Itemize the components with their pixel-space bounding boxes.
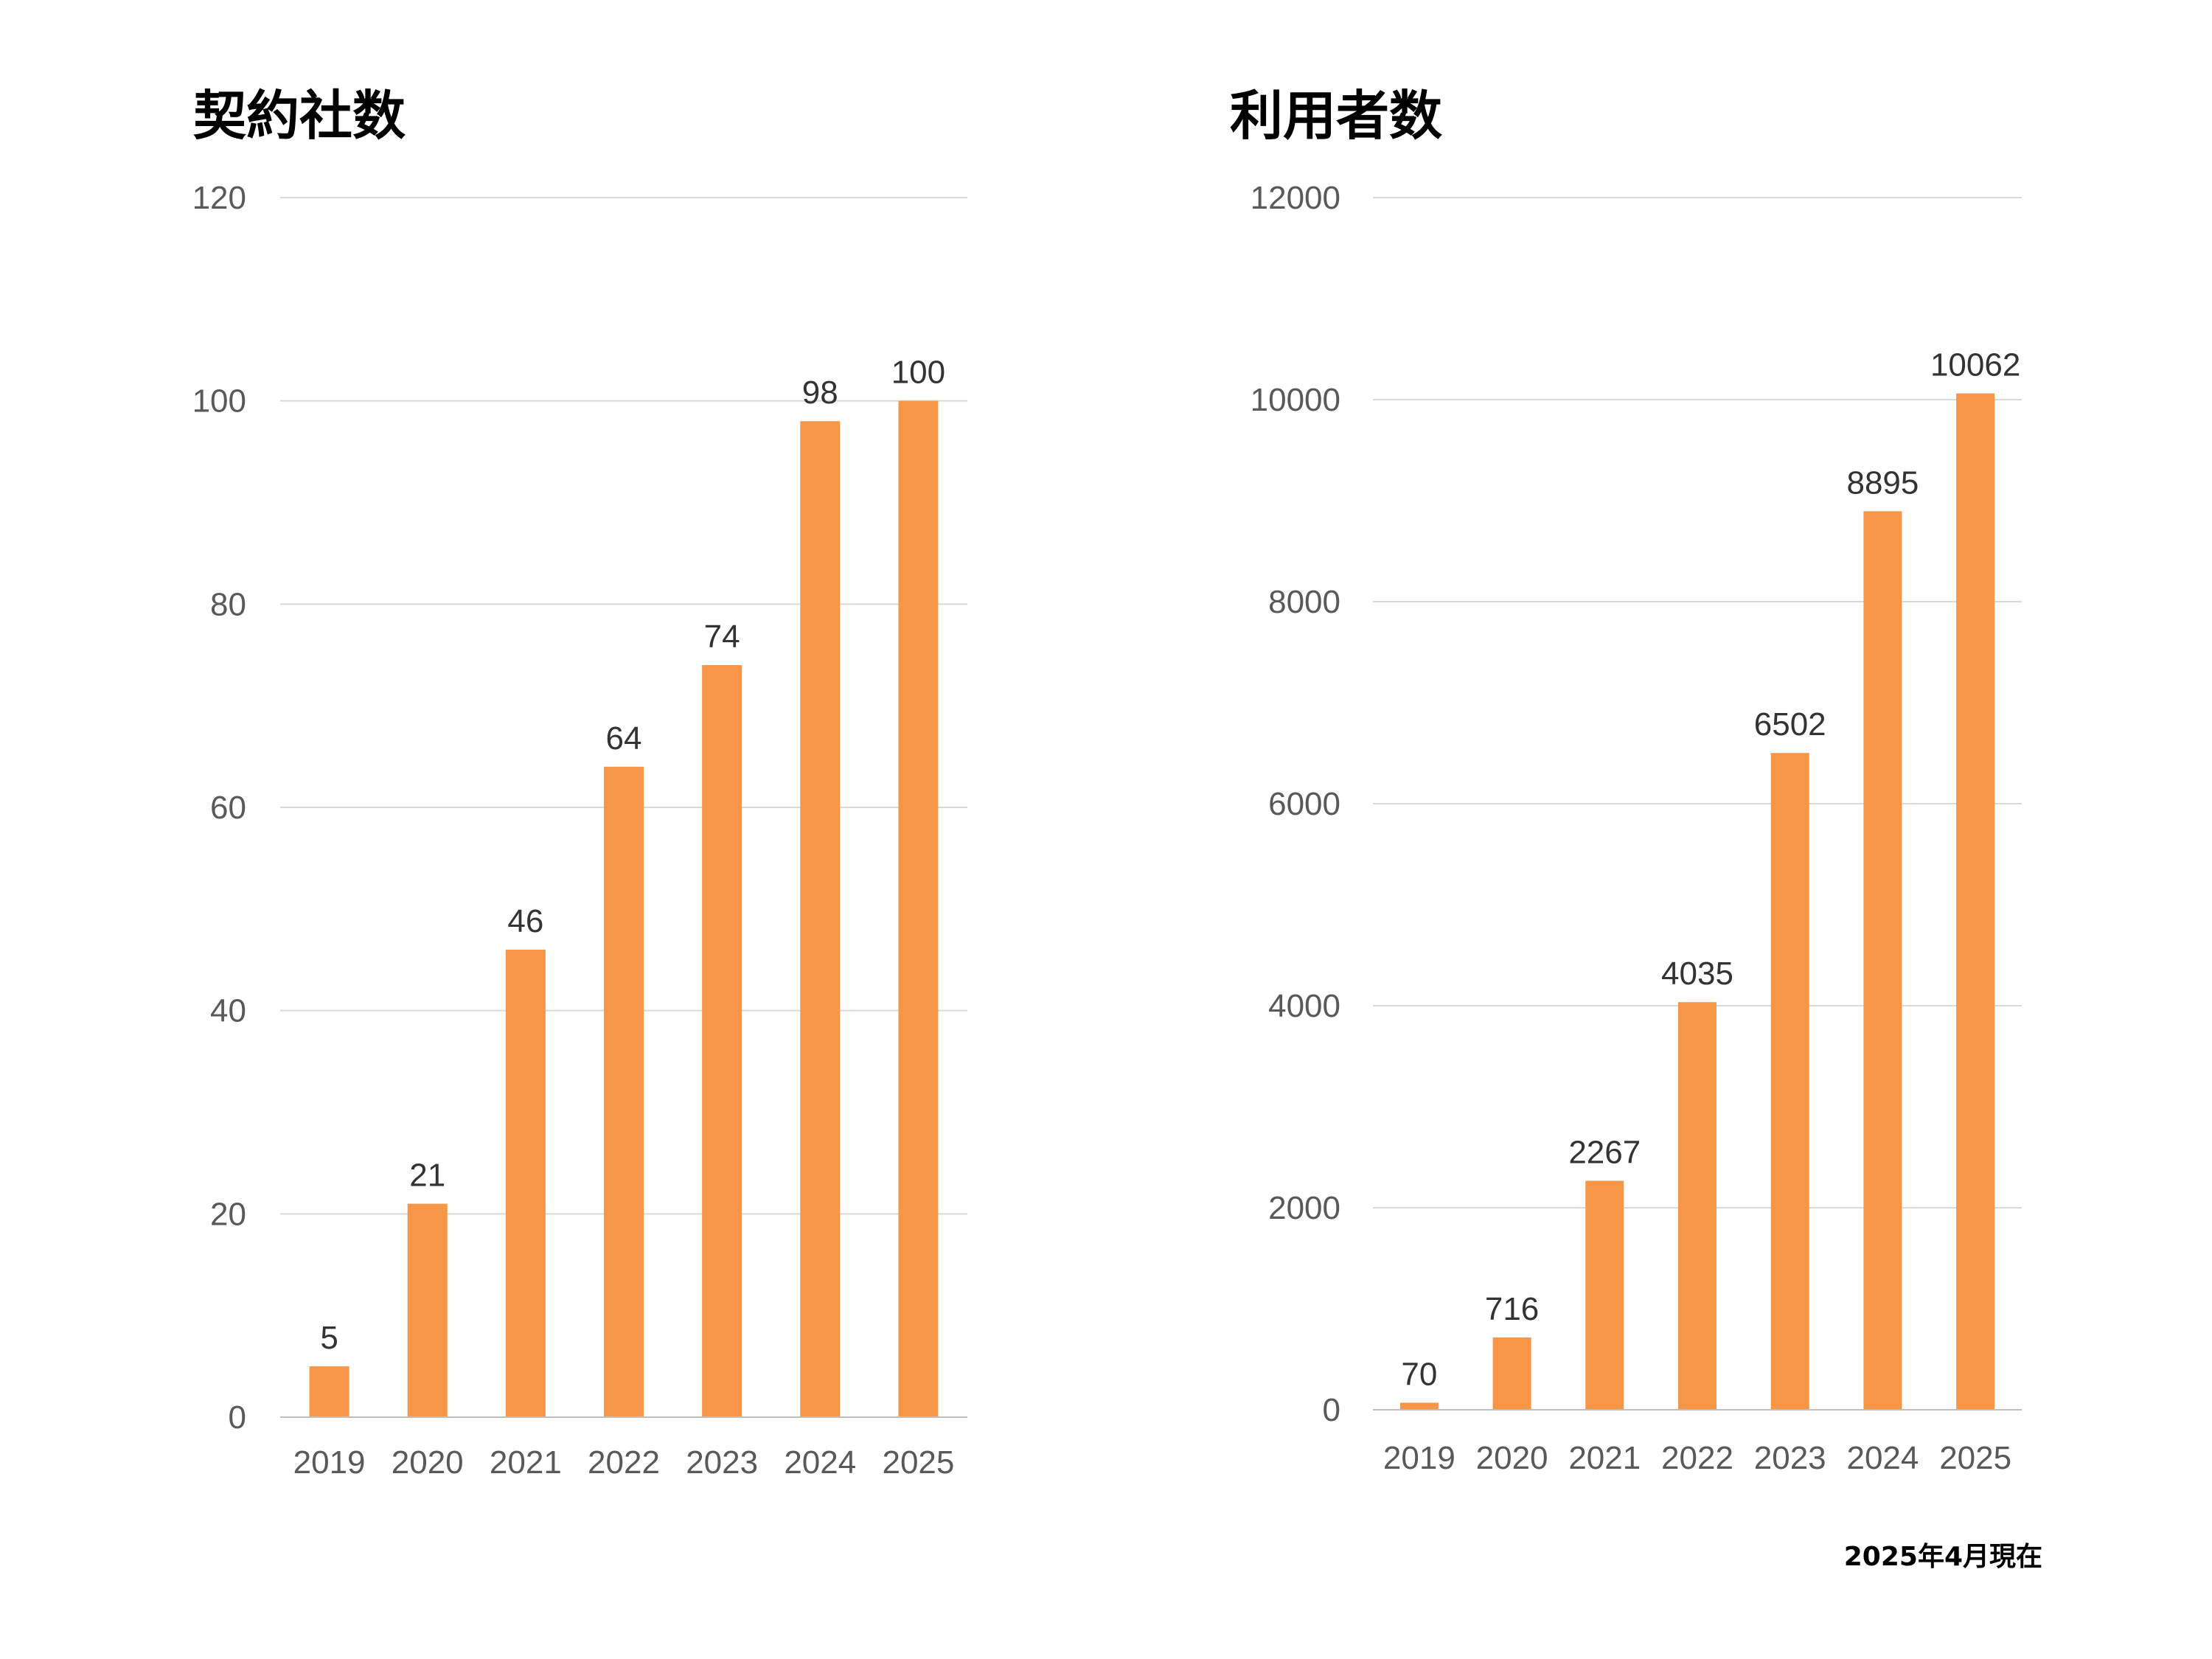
data-label: 46 <box>507 903 543 939</box>
chart-title: 利用者数 <box>1230 85 1442 147</box>
x-tick-label: 2019 <box>1383 1440 1455 1476</box>
y-tick-label: 6000 <box>1268 786 1340 822</box>
x-tick-label: 2021 <box>1568 1440 1641 1476</box>
x-tick-label: 2020 <box>392 1444 464 1481</box>
bar <box>604 766 644 1417</box>
data-label: 716 <box>1485 1291 1539 1327</box>
bar <box>1585 1180 1624 1410</box>
y-tick-label: 12000 <box>1251 180 1340 216</box>
x-tick-label: 2023 <box>686 1444 758 1481</box>
bar <box>800 421 841 1417</box>
bar <box>1956 393 1995 1410</box>
data-label: 2267 <box>1568 1134 1641 1170</box>
data-label: 70 <box>1401 1356 1437 1392</box>
y-tick-label: 8000 <box>1268 584 1340 620</box>
data-label: 100 <box>891 355 945 391</box>
bar <box>702 665 742 1417</box>
x-tick-label: 2023 <box>1754 1440 1826 1476</box>
data-label: 64 <box>606 720 642 757</box>
bar <box>1399 1402 1439 1410</box>
bar <box>1492 1337 1531 1410</box>
data-label: 21 <box>409 1158 445 1194</box>
bar <box>309 1366 349 1417</box>
y-tick-label: 2000 <box>1268 1190 1340 1226</box>
y-tick-label: 120 <box>192 180 246 216</box>
chart-users: 利用者数 0 2000 4000 6000 8000 10000 12000 70 2019 716… <box>1230 85 2022 1476</box>
y-tick-label: 20 <box>210 1196 246 1232</box>
y-tick-label: 40 <box>210 993 246 1029</box>
y-tick-label: 4000 <box>1268 988 1340 1024</box>
data-label: 6502 <box>1754 706 1826 742</box>
bar <box>1770 753 1809 1410</box>
y-tick-label: 80 <box>210 586 246 622</box>
x-tick-label: 2020 <box>1476 1440 1548 1476</box>
y-tick-label: 10000 <box>1251 382 1340 418</box>
x-tick-label: 2022 <box>588 1444 660 1481</box>
x-tick-label: 2025 <box>882 1444 954 1481</box>
data-label: 4035 <box>1661 956 1733 992</box>
x-tick-label: 2024 <box>1846 1440 1919 1476</box>
data-label: 8895 <box>1846 465 1919 501</box>
bar <box>1863 511 1902 1410</box>
x-tick-label: 2019 <box>293 1444 366 1481</box>
chart-contract-companies: 契約社数 0 20 40 60 80 100 120 5 2019 21 2020 46 2021 64 20… <box>192 85 967 1481</box>
y-tick-label: 100 <box>192 383 246 420</box>
chart-title: 契約社数 <box>193 85 406 147</box>
bar <box>898 400 939 1417</box>
x-tick-label: 2024 <box>784 1444 856 1481</box>
bar <box>1678 1002 1717 1410</box>
y-tick-label: 0 <box>1323 1392 1340 1428</box>
y-tick-label: 0 <box>229 1399 246 1436</box>
x-tick-label: 2022 <box>1661 1440 1733 1476</box>
data-label: 98 <box>802 375 838 411</box>
data-label: 10062 <box>1930 347 2020 383</box>
y-tick-label: 60 <box>210 790 246 826</box>
bar <box>407 1203 448 1417</box>
x-tick-label: 2021 <box>490 1444 562 1481</box>
x-tick-label: 2025 <box>1939 1440 2011 1476</box>
bar <box>505 949 546 1417</box>
as-of-note: 2025年4月現在 <box>1843 1542 2042 1572</box>
data-label: 74 <box>704 619 740 655</box>
data-label: 5 <box>320 1320 338 1356</box>
